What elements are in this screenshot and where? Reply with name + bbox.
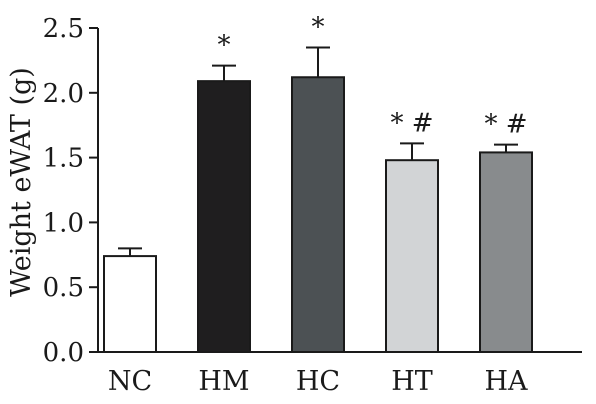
y-tick-label: 0.5 — [43, 273, 84, 303]
y-tick-label: 2.0 — [43, 79, 84, 109]
y-tick-label: 1.0 — [43, 208, 84, 238]
x-tick-label: NC — [108, 366, 152, 397]
significance-label: * # — [390, 108, 433, 138]
y-tick-label: 2.5 — [43, 14, 84, 44]
error-bar — [400, 142, 424, 161]
y-tick-label: 0.0 — [43, 338, 84, 368]
bar-ht — [385, 159, 439, 353]
significance-label: * — [218, 31, 231, 61]
significance-label: * # — [484, 110, 527, 140]
x-tick-label: HM — [198, 366, 249, 397]
bar-hc — [291, 76, 345, 354]
y-tick-label: 1.5 — [43, 144, 84, 174]
error-bar — [494, 143, 518, 153]
bar-hm — [197, 80, 251, 354]
y-axis-title: Weight eWAT (g) — [6, 67, 37, 297]
error-bar — [212, 64, 236, 82]
x-tick-label: HT — [391, 366, 433, 397]
significance-label: * — [312, 12, 325, 42]
bar-ha — [479, 151, 533, 353]
x-axis: NC HM HC HT HA — [98, 351, 582, 397]
error-bar — [118, 247, 142, 257]
bar-nc — [103, 255, 157, 354]
error-bar — [306, 46, 330, 78]
bars: * * * # * # — [103, 12, 533, 354]
y-axis: 0.0 0.5 1.0 1.5 2.0 2.5 — [43, 14, 99, 368]
x-tick-label: HC — [296, 366, 340, 397]
x-tick-label: HA — [484, 366, 528, 397]
